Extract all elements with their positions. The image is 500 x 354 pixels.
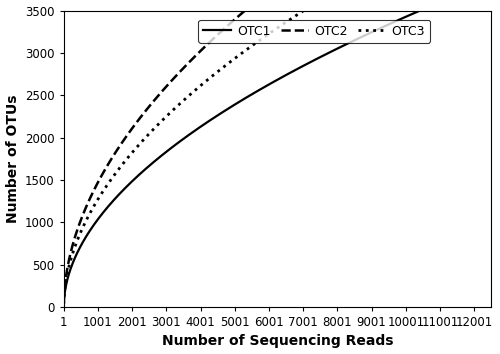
OTC1: [86, 229, 92, 234]
Y-axis label: Number of OTUs: Number of OTUs: [6, 95, 20, 223]
Legend: OTC1, OTC2, OTC3: OTC1, OTC2, OTC3: [198, 20, 430, 43]
OTC3: [86, 212, 92, 216]
Line: OTC2: OTC2: [64, 0, 492, 303]
OTC1: [62, 285, 68, 289]
OTC2: [78, 216, 84, 221]
OTC3: [270, 29, 276, 33]
X-axis label: Number of Sequencing Reads: Number of Sequencing Reads: [162, 335, 394, 348]
OTC2: [61, 301, 67, 306]
OTC1: [78, 242, 84, 247]
OTC1: [144, 165, 150, 169]
OTC1: [270, 80, 276, 85]
OTC3: [61, 302, 67, 306]
OTC2: [144, 106, 150, 110]
OTC3: [62, 280, 68, 285]
OTC3: [78, 228, 84, 233]
Line: OTC1: OTC1: [64, 0, 492, 304]
OTC1: [61, 302, 67, 307]
Line: OTC3: OTC3: [64, 0, 492, 304]
OTC3: [144, 133, 150, 137]
OTC2: [62, 276, 68, 281]
OTC2: [86, 198, 92, 202]
